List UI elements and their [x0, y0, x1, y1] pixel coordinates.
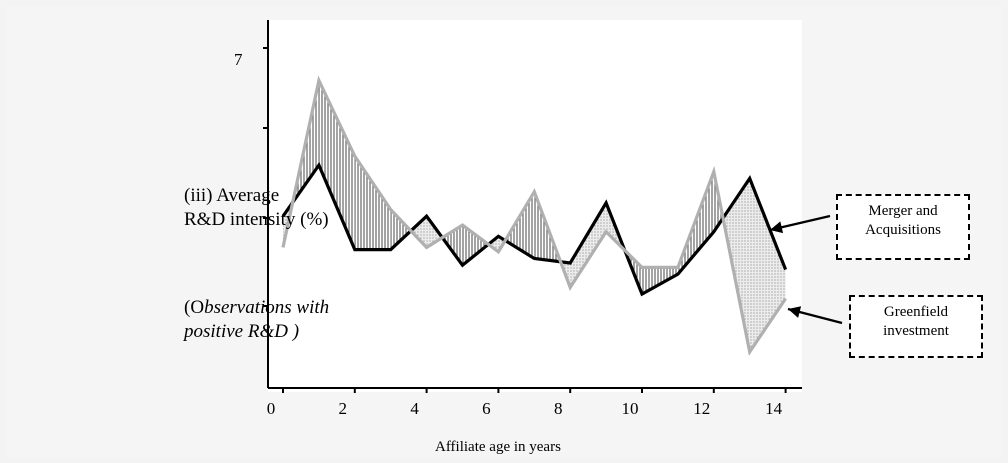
fill-region-2-0: [354, 156, 391, 250]
y-axis-note-line-2: positive R&D ): [184, 320, 329, 344]
series-line-greenfield: [281, 75, 787, 356]
legend-ma-line-2: Acquisitions: [865, 222, 941, 238]
chart-frame: 0 2 4 6 8 10 12 14 7 (iii) Average R&D intensit…: [6, 6, 1002, 457]
legend-arrows: [769, 214, 843, 325]
fill-region-1-0: [318, 80, 355, 250]
arrow-ma-head: [770, 221, 784, 234]
fill-region-3-0: [390, 209, 411, 250]
fill-region-13-0: [749, 178, 786, 352]
fill-region-6-1: [505, 191, 535, 259]
y-axis-note-line-1: (Observations with: [184, 297, 330, 318]
legend-gf-line-1: Greenfield: [883, 304, 949, 320]
legend-ma-line-1: Merger and: [868, 203, 938, 219]
x-tick-labels: 0 2 4 6 8 10 12 14: [267, 399, 783, 418]
legend-gf-line-2: investment: [883, 323, 949, 339]
x-tick-label-4: 4: [410, 399, 419, 418]
y-tick-label-7: 7: [234, 50, 243, 69]
y-axis-note-italic-1: bservations with: [204, 297, 330, 318]
x-tick-label-2: 2: [339, 399, 348, 418]
legend-greenfield: Greenfield investment: [849, 295, 983, 358]
fill-region-5-0: [462, 225, 489, 266]
x-tick-label-6: 6: [482, 399, 491, 418]
series-line-merger-acquisitions: [281, 161, 788, 297]
fill-region-3-1: [410, 216, 427, 248]
x-tick-label-10: 10: [622, 399, 639, 418]
x-tick-label-12: 12: [693, 399, 710, 418]
chart-svg: 0 2 4 6 8 10 12 14: [263, 20, 843, 418]
fill-region-12-1: [723, 178, 750, 352]
y-axis-label: (iii) Average R&D intensity (%): [184, 184, 329, 232]
y-axis-label-line-2: R&D intensity (%): [184, 209, 329, 230]
arrow-greenfield-head: [788, 306, 802, 318]
legend-ma: Merger and Acquisitions: [836, 194, 970, 260]
axes-layer: [263, 20, 802, 393]
series-layer: [281, 75, 788, 356]
fill-region-8-0: [570, 202, 607, 288]
x-tick-label-14: 14: [765, 399, 783, 418]
x-tick-label-0: 0: [267, 399, 276, 418]
y-axis-label-line-1: (iii) Average: [184, 185, 280, 206]
y-axis-note: (Observations with positive R&D ): [184, 296, 329, 344]
y-axis-note-italic-2: positive R&D ): [184, 321, 300, 342]
x-axis-label: Affiliate age in years: [435, 439, 561, 455]
x-tick-label-8: 8: [554, 399, 563, 418]
